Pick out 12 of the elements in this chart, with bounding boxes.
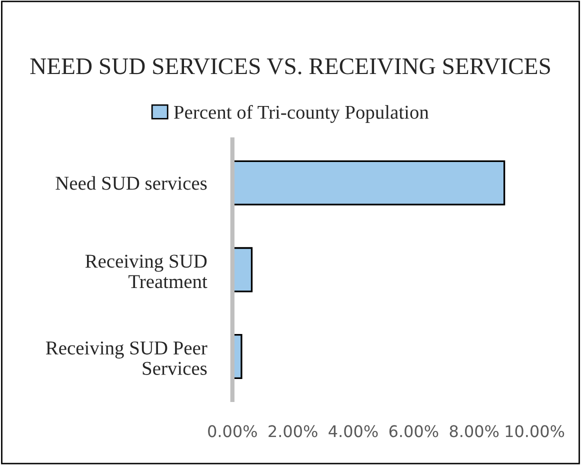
x-tick-label: 0.00% xyxy=(208,425,257,438)
y-tick-label: Receiving SUD Peer Services xyxy=(46,342,208,375)
bar xyxy=(232,160,506,206)
chart-title: NEED SUD SERVICES VS. RECEIVING SERVICES xyxy=(30,58,550,74)
x-tick-label: 10.00% xyxy=(506,425,564,438)
y-tick-label: Receiving SUD Treatment xyxy=(85,254,208,288)
y-tick-label: Need SUD services xyxy=(56,176,207,190)
x-tick-label: 4.00% xyxy=(328,425,378,438)
x-tick-label: 2.00% xyxy=(268,425,318,438)
x-tick-label: 6.00% xyxy=(389,425,438,438)
x-tick-label: 8.00% xyxy=(450,425,499,438)
legend-label: Percent of Tri-county Population xyxy=(174,104,429,123)
